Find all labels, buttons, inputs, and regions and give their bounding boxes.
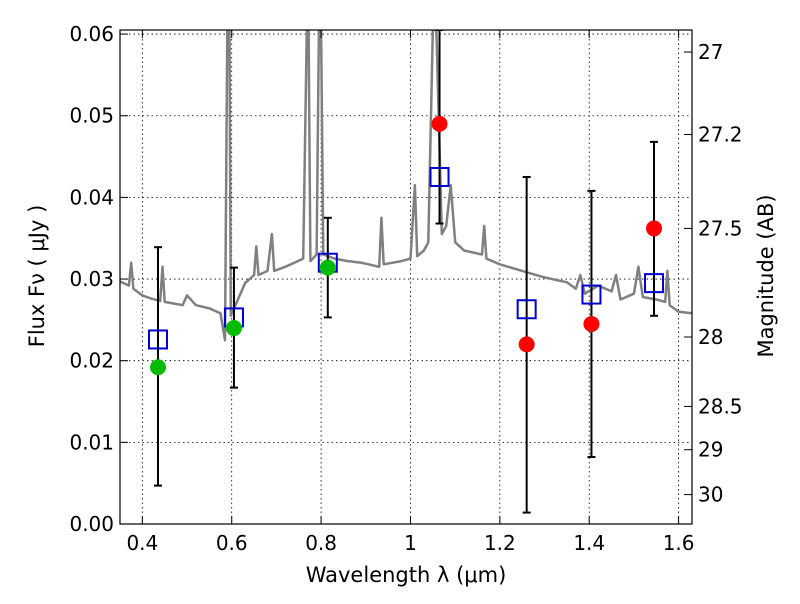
tick-layer: 0.4 0.6 0.8 1 1.2 1.4 1.6 0.00 0.01 0.02 0.03 0.04 0… [69, 22, 742, 555]
y-tick-label: 0.03 [69, 267, 114, 291]
axes-frame [119, 29, 693, 525]
y-tick-label: 0.01 [69, 430, 114, 454]
right-tick-label: 27.2 [698, 123, 743, 147]
y-axis-right-label: Magnitude (AB) [754, 194, 778, 357]
observed-point-green [319, 259, 336, 276]
y-axis-label: Flux Fν ( μJy ) [25, 205, 49, 348]
x-axis-label: Wavelength λ (μm) [306, 563, 507, 587]
x-tick-label: 0.6 [216, 531, 248, 555]
right-tick-label: 28 [698, 325, 723, 349]
observed-point-red [518, 336, 535, 353]
plot-frame [119, 29, 693, 525]
y-tick-label: 0.05 [69, 104, 114, 128]
model-flux-square [516, 299, 537, 320]
y-tick-label: 0.06 [69, 22, 114, 46]
model-flux-square [644, 273, 665, 294]
grid-layer [120, 30, 692, 525]
right-tick-label: 28.5 [698, 394, 743, 418]
x-tick-label: 0.8 [305, 531, 337, 555]
right-tick-label: 27.5 [698, 216, 743, 240]
y-tick-label: 0.02 [69, 349, 114, 373]
observed-point-green [225, 320, 242, 337]
observed-point-green [149, 359, 166, 376]
model-flux-square [581, 284, 602, 305]
right-tick-label: 29 [698, 438, 723, 462]
x-tick-label: 1.4 [573, 531, 605, 555]
x-tick-label: 1 [404, 531, 417, 555]
model-flux-square [429, 166, 450, 187]
x-tick-label: 0.4 [126, 531, 158, 555]
y-tick-label: 0.00 [69, 512, 114, 536]
x-tick-label: 1.6 [663, 531, 695, 555]
observed-point-red [431, 115, 448, 132]
observed-point-red [646, 220, 663, 237]
x-tick-label: 1.2 [484, 531, 516, 555]
right-tick-label: 30 [698, 483, 723, 507]
model-sed-line [120, 30, 692, 342]
y-tick-label: 0.04 [69, 185, 114, 209]
right-tick-label: 27 [698, 40, 723, 64]
model-flux-square [147, 329, 168, 350]
observed-point-red [583, 315, 600, 332]
plot-area [120, 30, 692, 514]
